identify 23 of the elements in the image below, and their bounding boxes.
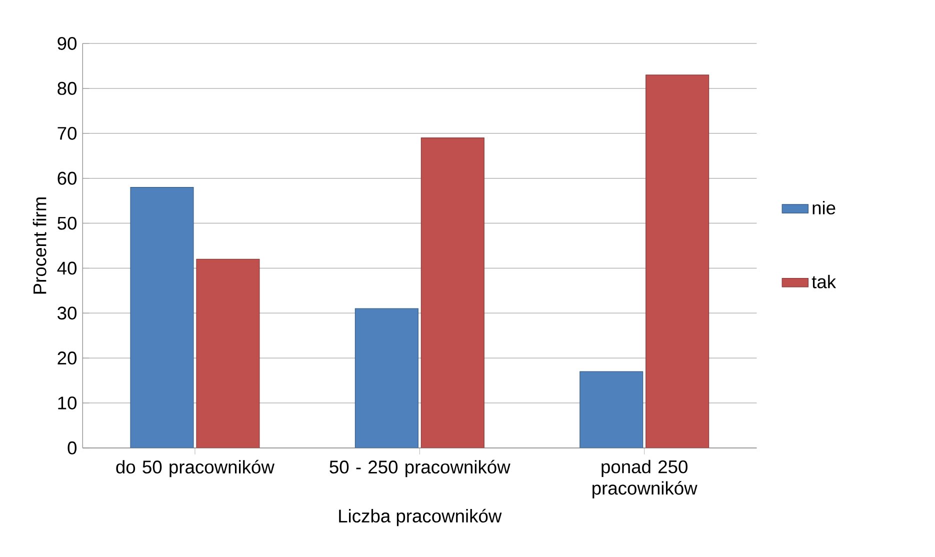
y-tick-label: 80 bbox=[58, 82, 77, 96]
x-axis-title: Liczba pracowników bbox=[339, 509, 502, 526]
x-tick-label: 50 - 250 pracowników bbox=[330, 460, 510, 478]
y-tick-label: 20 bbox=[58, 352, 77, 365]
y-tick-label: 40 bbox=[57, 262, 77, 275]
y-tick-label: 30 bbox=[58, 306, 77, 320]
y-tick-label: 70 bbox=[58, 127, 77, 140]
y-tick-label: 90 bbox=[58, 37, 77, 50]
y-tick-label: 50 bbox=[58, 216, 77, 230]
legend-label: nie bbox=[812, 201, 836, 215]
bar bbox=[196, 259, 260, 448]
y-tick-label: 60 bbox=[58, 172, 77, 185]
bar bbox=[646, 74, 710, 448]
bar bbox=[130, 187, 194, 448]
x-tick-label: do 50 pracowników bbox=[116, 460, 274, 478]
legend-label: tak bbox=[812, 275, 836, 288]
bar bbox=[420, 138, 484, 448]
bar bbox=[354, 308, 418, 448]
bar bbox=[580, 371, 644, 448]
y-tick-label: 10 bbox=[58, 396, 77, 410]
x-tick-label: ponad 250 pracowników bbox=[592, 460, 698, 499]
y-tick-label: 0 bbox=[68, 442, 77, 455]
y-axis-title: Procent firm bbox=[32, 198, 46, 294]
